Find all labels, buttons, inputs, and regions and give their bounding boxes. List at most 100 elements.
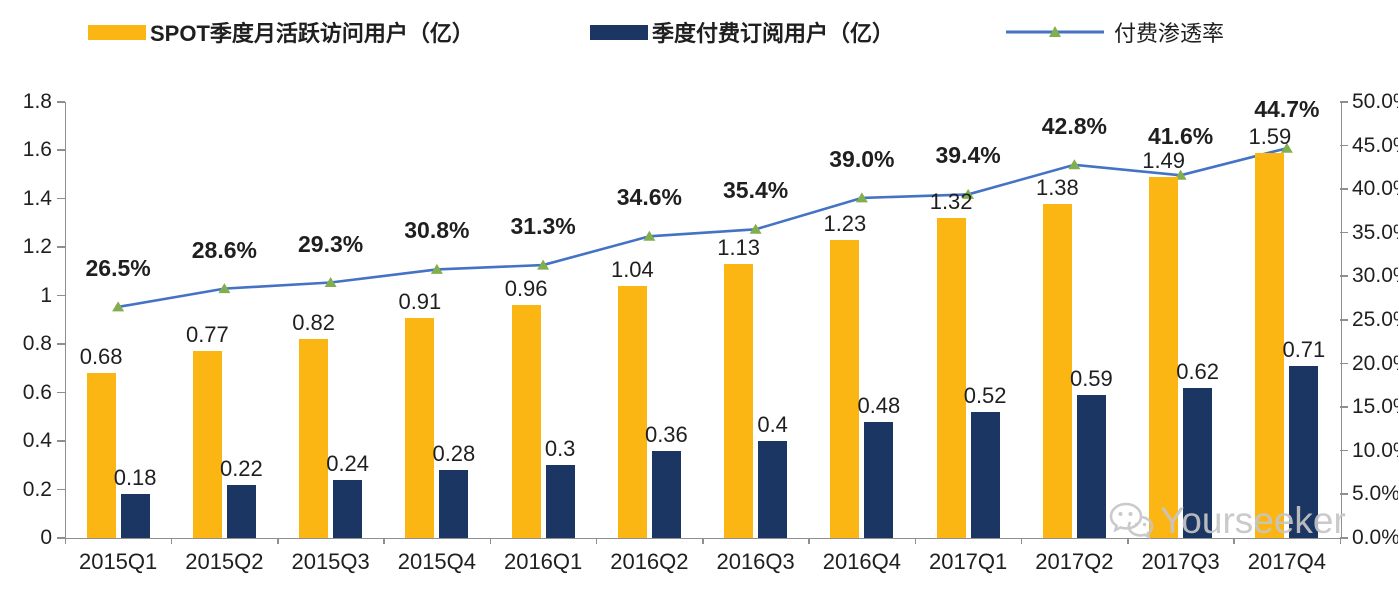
bar-mau bbox=[86, 373, 116, 538]
penetration-label: 34.6% bbox=[616, 184, 682, 211]
bar-subscribers bbox=[651, 450, 681, 538]
legend-label-subscribers: 季度付费订阅用户（亿） bbox=[652, 21, 895, 46]
penetration-label: 31.3% bbox=[510, 213, 576, 240]
line-marker bbox=[218, 283, 231, 294]
left-axis-tick bbox=[57, 246, 65, 248]
right-axis-tick bbox=[1340, 449, 1348, 452]
penetration-label: 30.8% bbox=[404, 217, 470, 244]
bar-subscribers bbox=[333, 479, 363, 538]
mau-bar-swatch bbox=[88, 24, 146, 40]
line-marker-swatch bbox=[1006, 26, 1104, 37]
left-axis-label: 0.2 bbox=[22, 477, 52, 501]
line-marker bbox=[324, 277, 337, 288]
subscribers-value-label: 0.24 bbox=[326, 450, 370, 476]
left-axis-label: 1.2 bbox=[22, 235, 52, 259]
x-axis-label: 2017Q3 bbox=[1141, 549, 1220, 574]
left-axis-label: 0.8 bbox=[22, 332, 52, 356]
x-axis-tick bbox=[489, 538, 491, 544]
right-axis-label: 5.0% bbox=[1352, 483, 1398, 506]
right-axis-label: 0.0% bbox=[1352, 527, 1398, 549]
penetration-line-layer bbox=[112, 142, 1293, 312]
wechat-icon bbox=[1109, 502, 1154, 540]
mau-value-label: 1.38 bbox=[1035, 174, 1079, 200]
mau-value-label: 1.13 bbox=[717, 235, 761, 261]
legend-item-penetration: 付费渗透率 bbox=[1006, 16, 1224, 48]
subscribers-value-label: 0.18 bbox=[113, 465, 157, 491]
penetration-label: 35.4% bbox=[723, 177, 789, 204]
x-axis-tick bbox=[277, 538, 279, 544]
bar-mau bbox=[299, 339, 329, 538]
x-axis-tick bbox=[914, 538, 916, 544]
left-axis-tick bbox=[57, 537, 65, 539]
bar-subscribers bbox=[1289, 366, 1319, 538]
bar-mau bbox=[617, 286, 647, 538]
bar-subscribers bbox=[120, 494, 150, 538]
subscribers-value-label: 0.28 bbox=[432, 441, 476, 467]
x-axis-label: 2016Q3 bbox=[716, 549, 795, 574]
legend-item-mau: SPOT季度月活跃访问用户（亿） bbox=[88, 16, 474, 48]
x-axis-label: 2015Q3 bbox=[291, 549, 370, 574]
watermark: Yourseeker bbox=[1108, 500, 1346, 542]
x-axis-label: 2016Q1 bbox=[503, 549, 583, 574]
left-axis-label: 1.6 bbox=[22, 138, 52, 162]
x-axis-tick bbox=[1020, 538, 1023, 544]
right-axis-tick bbox=[1340, 144, 1348, 147]
x-axis-tick bbox=[1233, 538, 1235, 544]
right-axis-tick bbox=[1340, 101, 1348, 103]
bar-mau bbox=[192, 351, 222, 538]
mau-value-label: 1.04 bbox=[610, 257, 654, 283]
right-axis-tick bbox=[1340, 275, 1348, 277]
bar-mau bbox=[1255, 152, 1285, 538]
bar-mau bbox=[936, 218, 966, 538]
right-axis-tick bbox=[1340, 537, 1348, 539]
right-axis-tick bbox=[1340, 188, 1348, 190]
right-axis-label: 30.0% bbox=[1352, 265, 1398, 288]
x-axis-label: 2015Q4 bbox=[397, 549, 477, 574]
line-marker bbox=[643, 230, 656, 241]
mau-value-label: 0.91 bbox=[398, 288, 442, 314]
left-axis-tick bbox=[57, 440, 65, 442]
bar-mau bbox=[511, 305, 541, 538]
watermark-text: Yourseeker bbox=[1160, 500, 1346, 541]
legend-item-subscribers: 季度付费订阅用户（亿） bbox=[590, 16, 894, 48]
penetration-label: 41.6% bbox=[1148, 123, 1214, 150]
x-axis-label: 2017Q2 bbox=[1035, 549, 1114, 574]
penetration-label: 29.3% bbox=[298, 230, 364, 257]
right-axis-label: 10.0% bbox=[1352, 439, 1398, 462]
x-axis-label: 2017Q1 bbox=[928, 549, 1008, 574]
x-axis-tick bbox=[702, 538, 704, 544]
x-axis-label: 2016Q4 bbox=[822, 549, 902, 574]
mau-value-label: 1.32 bbox=[929, 189, 973, 215]
subscribers-value-label: 0.3 bbox=[544, 436, 576, 462]
left-axis-tick bbox=[57, 294, 65, 297]
left-axis-label: 1 bbox=[40, 283, 52, 307]
subscribers-bar-swatch bbox=[590, 24, 648, 40]
line-marker bbox=[855, 192, 868, 203]
x-axis-label: 2017Q4 bbox=[1247, 549, 1327, 574]
right-axis-label: 20.0% bbox=[1352, 352, 1398, 375]
line-marker bbox=[1068, 159, 1081, 170]
right-axis-tick bbox=[1340, 406, 1348, 408]
mau-value-label: 0.82 bbox=[292, 310, 336, 336]
plot-area bbox=[65, 102, 1342, 539]
bar-subscribers bbox=[970, 412, 1000, 538]
right-axis-tick bbox=[1340, 362, 1348, 365]
left-axis-tick bbox=[57, 391, 65, 394]
subscribers-value-label: 0.62 bbox=[1176, 358, 1220, 384]
left-axis-tick bbox=[57, 488, 65, 491]
bar-mau bbox=[830, 240, 860, 538]
bar-subscribers bbox=[864, 421, 894, 538]
bar-mau bbox=[1149, 177, 1179, 538]
bar-mau bbox=[724, 264, 754, 538]
mau-value-label: 1.23 bbox=[823, 211, 867, 237]
penetration-label: 26.5% bbox=[85, 254, 151, 281]
subscribers-value-label: 0.71 bbox=[1282, 337, 1326, 363]
x-axis-label: 2016Q2 bbox=[610, 549, 689, 574]
x-axis-tick bbox=[383, 538, 385, 544]
mau-value-label: 0.77 bbox=[185, 322, 229, 348]
penetration-label: 39.0% bbox=[829, 145, 895, 172]
subscribers-value-label: 0.36 bbox=[644, 421, 688, 447]
x-axis-tick bbox=[1339, 538, 1341, 544]
x-axis-tick bbox=[808, 538, 810, 544]
